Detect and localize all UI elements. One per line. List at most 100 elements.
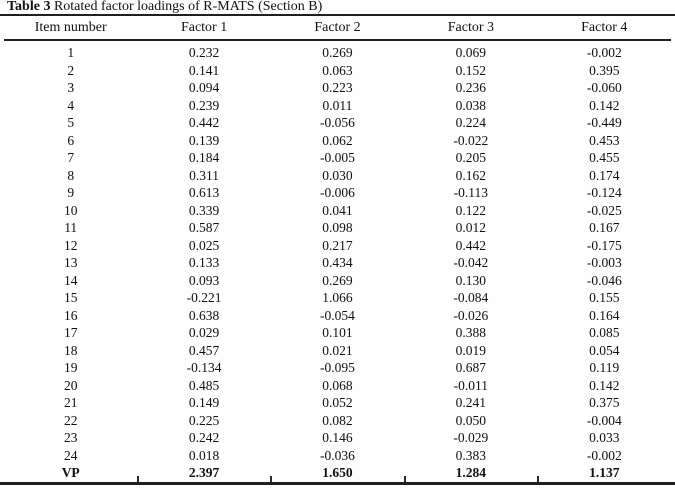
- factor-4-loading-cell: -0.004: [586, 412, 622, 428]
- item-number-cell: 4: [67, 97, 75, 113]
- factor-4-loading-cell: 0.085: [589, 325, 620, 340]
- factor-3-loading-cell: 0.019: [455, 342, 487, 358]
- factor-3-loading-cell: -0.113: [453, 185, 489, 200]
- factor-4-loading-cell: 0.033: [589, 430, 620, 445]
- factor-3-loading-cell: -0.029: [453, 430, 489, 445]
- table-caption: Table 3 Rotated factor loadings of R-MAT…: [7, 0, 322, 14]
- table-row: 24 0.018 -0.036 0.383 -0.002: [4, 447, 671, 465]
- table-row: 22 0.225 0.082 0.050 -0.004: [4, 412, 671, 430]
- item-number-cell: 7: [67, 150, 75, 165]
- factor-1-loading-cell: 0.638: [188, 307, 220, 323]
- item-number-cell: 16: [63, 307, 78, 323]
- table-row: 5 0.442 -0.056 0.224 -0.449: [4, 114, 671, 132]
- item-number-cell: 5: [67, 115, 75, 130]
- factor-1-loading-cell: 0.339: [188, 202, 220, 218]
- table-row: 9 0.613 -0.006 -0.113 -0.124: [4, 184, 671, 202]
- factor-4-loading-cell: 0.375: [589, 395, 620, 410]
- item-number-cell: 8: [67, 167, 75, 183]
- factor-2-loading-cell: 1.650: [322, 465, 353, 480]
- factor-2-loading-cell: 0.068: [322, 377, 353, 393]
- factor-1-loading-cell: 0.242: [188, 430, 220, 445]
- table-row: 12 0.025 0.217 0.442 -0.175: [4, 237, 671, 255]
- factor-1-loading-cell: 0.457: [188, 342, 220, 358]
- factor-1-loading-cell: 0.485: [188, 377, 220, 393]
- factor-2-loading-cell: 0.062: [322, 132, 353, 148]
- factor-1-loading-cell: 0.149: [188, 395, 220, 410]
- column-header-factor-1: Factor 1: [137, 16, 271, 41]
- factor-2-loading-cell: 0.269: [322, 272, 353, 288]
- item-number-cell: 3: [67, 80, 75, 95]
- factor-3-loading-cell: 0.050: [455, 412, 487, 428]
- factor-4-loading-cell: -0.025: [586, 202, 622, 218]
- factor-4-loading-cell: -0.002: [586, 45, 622, 60]
- column-header-factor-3: Factor 3: [404, 16, 538, 41]
- item-number-cell: 6: [67, 132, 75, 148]
- table-row: 7 0.184 -0.005 0.205 0.455: [4, 149, 671, 167]
- item-number-cell: 22: [63, 412, 78, 428]
- item-number-cell: 18: [63, 342, 78, 358]
- factor-2-loading-cell: 0.063: [322, 62, 353, 78]
- factor-4-loading-cell: 0.453: [589, 132, 620, 148]
- factor-2-loading-cell: 0.223: [322, 80, 353, 95]
- factor-1-loading-cell: 0.093: [188, 272, 220, 288]
- column-divider-tick: [137, 476, 139, 483]
- factor-3-loading-cell: 0.162: [455, 167, 487, 183]
- factor-3-loading-cell: -0.042: [453, 255, 489, 270]
- item-number-cell: 10: [63, 202, 78, 218]
- factor-3-loading-cell: 0.205: [455, 150, 487, 165]
- factor-4-loading-cell: 0.155: [589, 290, 620, 305]
- table-row: 19 -0.134 -0.095 0.687 0.119: [4, 359, 671, 377]
- factor-3-loading-cell: 0.383: [455, 447, 487, 463]
- factor-4-loading-cell: -0.175: [586, 237, 622, 253]
- item-number-cell: 19: [63, 360, 78, 375]
- factor-3-loading-cell: 0.130: [455, 272, 487, 288]
- table-row: 17 0.029 0.101 0.388 0.085: [4, 324, 671, 342]
- factor-3-loading-cell: -0.011: [453, 377, 489, 393]
- header-row: Item number Factor 1 Factor 2 Factor 3 F…: [4, 16, 671, 41]
- factor-3-loading-cell: 0.241: [455, 395, 487, 410]
- factor-2-loading-cell: 0.052: [322, 395, 353, 410]
- item-number-cell: 24: [63, 447, 78, 463]
- factor-4-loading-cell: -0.060: [586, 80, 622, 95]
- table-row: 1 0.232 0.269 0.069 -0.002: [4, 40, 671, 62]
- table-row: VP 2.397 1.650 1.284 1.137: [4, 464, 671, 482]
- column-header-factor-2: Factor 2: [270, 16, 405, 41]
- item-number-cell: 9: [67, 185, 75, 200]
- factor-4-loading-cell: 0.455: [589, 150, 620, 165]
- factor-2-loading-cell: -0.006: [320, 185, 355, 200]
- factor-1-loading-cell: 0.225: [188, 412, 220, 428]
- factor-1-loading-cell: 0.141: [188, 62, 220, 78]
- item-number-cell: 20: [63, 377, 78, 393]
- factor-4-loading-cell: 0.164: [589, 307, 620, 323]
- table-row: 13 0.133 0.434 -0.042 -0.003: [4, 254, 671, 272]
- column-header-item-number: Item number: [4, 16, 138, 41]
- factor-1-loading-cell: 0.029: [188, 325, 220, 340]
- item-number-cell: 2: [67, 62, 75, 78]
- factor-1-loading-cell: 0.018: [188, 447, 220, 463]
- factor-4-loading-cell: -0.003: [586, 255, 622, 270]
- factor-3-loading-cell: 0.442: [455, 237, 487, 253]
- factor-2-loading-cell: 0.030: [322, 167, 353, 183]
- factor-1-loading-cell: 0.139: [188, 132, 220, 148]
- factor-1-loading-cell: -0.134: [186, 360, 222, 375]
- column-divider-tick: [270, 476, 272, 483]
- factor-2-loading-cell: 0.041: [322, 202, 353, 218]
- factor-1-loading-cell: 0.613: [188, 185, 220, 200]
- table-row: 14 0.093 0.269 0.130 -0.046: [4, 272, 671, 290]
- factor-4-loading-cell: 0.395: [589, 62, 620, 78]
- item-number-cell: 23: [63, 430, 78, 445]
- item-number-cell: 14: [63, 272, 78, 288]
- table-row: 3 0.094 0.223 0.236 -0.060: [4, 79, 671, 97]
- factor-3-loading-cell: 0.038: [455, 97, 487, 113]
- bottom-rule: [0, 482, 675, 485]
- item-number-cell: 11: [64, 220, 78, 235]
- table-row: 6 0.139 0.062 -0.022 0.453: [4, 132, 671, 150]
- factor-4-loading-cell: -0.002: [586, 447, 622, 463]
- factor-2-loading-cell: 0.434: [322, 255, 353, 270]
- factor-3-loading-cell: -0.084: [453, 290, 489, 305]
- table-row: 10 0.339 0.041 0.122 -0.025: [4, 202, 671, 220]
- factor-1-loading-cell: -0.221: [186, 290, 222, 305]
- factor-2-loading-cell: 0.098: [322, 220, 353, 235]
- factor-4-loading-cell: 0.142: [589, 97, 620, 113]
